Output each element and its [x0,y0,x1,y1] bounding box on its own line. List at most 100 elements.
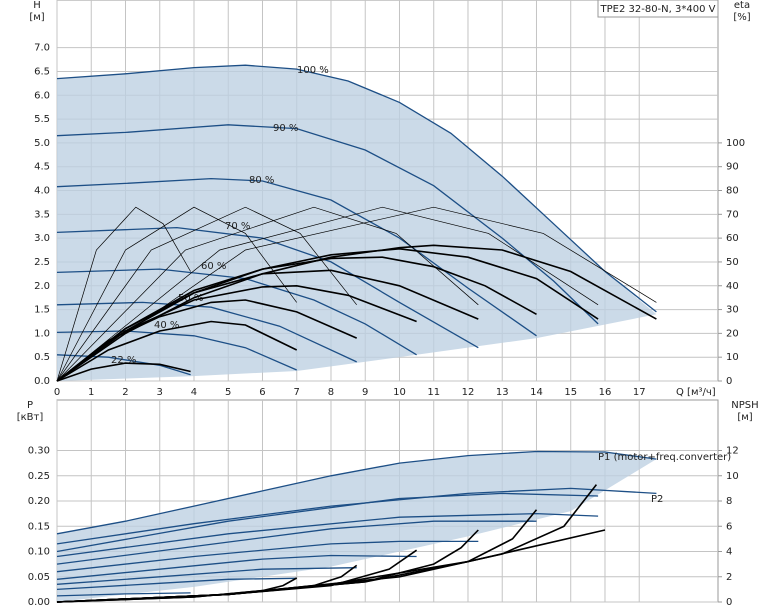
curve-label: 90 % [273,123,298,134]
x-tick-label: 17 [633,387,646,398]
curve [56,520,537,565]
y2-tick-label: 8 [726,496,732,507]
curve [56,226,479,349]
curve [56,301,357,363]
x-tick-label: 10 [393,387,406,398]
y2-tick-label: 60 [726,233,739,244]
x-tick-label: 4 [191,387,197,398]
curve-label: 70 % [225,221,250,232]
y2-tick-label: 0 [726,376,732,387]
curve [56,577,297,591]
x-tick-label: 9 [362,387,368,398]
y2-tick-label: 70 [726,209,739,220]
y-tick-label: 3.5 [34,209,50,220]
y-label: H [33,0,41,11]
y2-label: NPSH [731,400,758,411]
y-tick-label: 0.20 [28,496,50,507]
y-tick-label: 0.00 [28,597,50,608]
curve-label: 40 % [154,320,179,331]
curve-y2 [56,269,479,382]
curve-y2 [56,206,191,382]
curve-y2 [56,320,298,382]
curve [56,177,537,337]
x-tick-label: 0 [54,387,60,398]
y-tick-label: 1.0 [34,328,50,339]
curve-label: 100 % [297,65,329,76]
y-unit: [кВт] [17,412,44,423]
curve-label: P2 [651,494,663,505]
x-tick-label: 12 [462,387,475,398]
curve-y2 [56,577,298,603]
curve [56,554,417,580]
curve-label: 50 % [178,293,203,304]
y2-tick-label: 90 [726,162,739,173]
y-tick-label: 0.25 [28,471,50,482]
y2-unit: [%] [733,12,750,23]
curve [56,450,657,535]
curve-y2 [56,206,357,382]
curve [56,567,357,585]
y2-tick-label: 20 [726,328,739,339]
y-tick-label: 3.0 [34,233,50,244]
title-box [597,0,719,18]
curve [56,268,417,356]
y-tick-label: 2.0 [34,281,50,292]
curve-y2 [56,206,657,382]
y-tick-label: 6.0 [34,90,50,101]
y2-tick-label: 100 [726,138,745,149]
y2-tick-label: 40 [726,281,739,292]
curve-y2 [56,206,479,382]
y2-tick-label: 80 [726,186,739,197]
y2-tick-label: 6 [726,521,732,532]
y-label: P [27,400,33,411]
y-tick-label: 7.0 [34,43,50,54]
curve [56,64,657,313]
curve [56,124,599,325]
x-tick-label: 7 [294,387,300,398]
curve [56,330,297,371]
curve [56,512,599,558]
curve-label: 60 % [201,261,226,272]
curve-label: 80 % [249,175,274,186]
operating-region [57,65,657,381]
y-tick-label: 1.5 [34,305,50,316]
y2-tick-label: 30 [726,305,739,316]
x-tick-label: 1 [88,387,94,398]
x-label: Q [м³/ч] [676,387,716,398]
y2-tick-label: 2 [726,572,732,583]
y-tick-label: 2.5 [34,257,50,268]
curve [56,540,479,573]
x-tick-label: 3 [157,387,163,398]
y2-tick-label: 0 [726,597,732,608]
y2-label: eta [734,0,750,11]
y-tick-label: 0.30 [28,446,50,457]
curve [56,592,191,597]
curve-y2 [56,564,358,603]
y-tick-label: 4.0 [34,186,50,197]
chart-title: TPE2 32-80-N, 3*400 V [600,4,716,15]
x-tick-label: 11 [427,387,440,398]
y2-tick-label: 10 [726,471,739,482]
x-tick-label: 8 [328,387,334,398]
y-tick-label: 5.0 [34,138,50,149]
y-tick-label: 6.5 [34,66,50,77]
curve-y2 [56,362,191,382]
curve-label: P1 (motor+freq.converter) [598,452,731,463]
x-tick-label: 2 [122,387,128,398]
x-tick-label: 5 [225,387,231,398]
y-tick-label: 0.15 [28,521,50,532]
x-tick-label: 15 [564,387,577,398]
curve [56,354,191,376]
curve-y2 [56,247,599,382]
curve-y2 [56,299,358,382]
y2-tick-label: 10 [726,352,739,363]
y2-tick-label: 50 [726,257,739,268]
y-tick-label: 4.5 [34,162,50,173]
x-tick-label: 14 [530,387,543,398]
y-tick-label: 0.0 [34,376,50,387]
y-tick-label: 0.10 [28,547,50,558]
curve [56,492,599,553]
x-tick-label: 16 [599,387,612,398]
